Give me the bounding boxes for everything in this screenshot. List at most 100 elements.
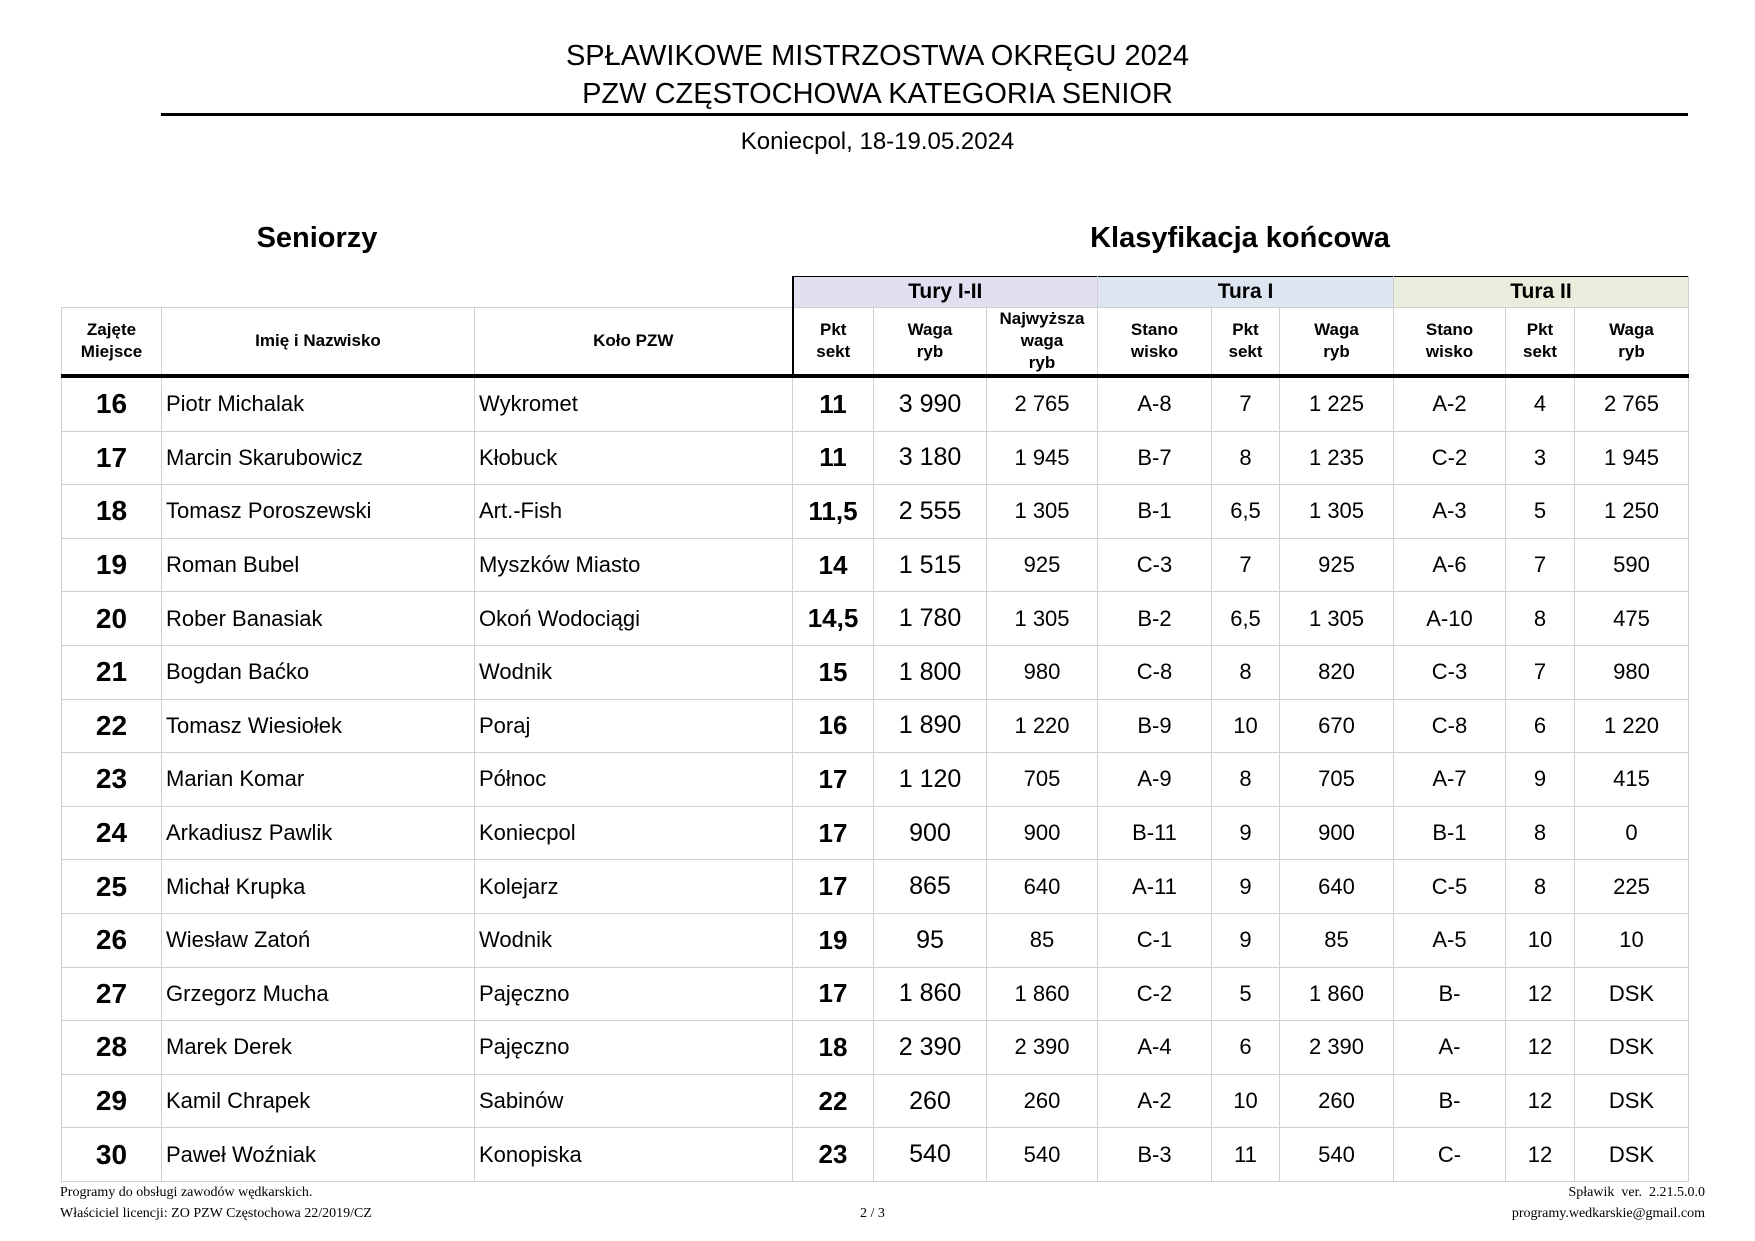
cell-points: 19 xyxy=(792,912,874,968)
cell-stand-1: C-3 xyxy=(1097,537,1212,593)
cell-weight-2: DSK xyxy=(1574,1020,1689,1075)
cell-club: Okoń Wodociągi xyxy=(474,591,793,646)
cell-name: Bogdan Baćko xyxy=(161,644,475,700)
cell-weight-2: 980 xyxy=(1574,644,1689,700)
column-header: Waga ryb xyxy=(873,307,987,378)
cell-stand-2: C- xyxy=(1393,1127,1506,1182)
cell-points-1: 6 xyxy=(1211,1020,1280,1075)
cell-name: Michał Krupka xyxy=(161,859,475,914)
cell-place: 27 xyxy=(61,966,162,1022)
cell-weight-2: 1 220 xyxy=(1574,698,1689,754)
cell-weight: 540 xyxy=(873,1127,987,1182)
cell-weight: 1 780 xyxy=(873,591,987,646)
cell-club: Wodnik xyxy=(474,912,793,968)
cell-place: 16 xyxy=(61,375,162,432)
group-tura1: Tura I xyxy=(1097,276,1394,308)
cell-max-weight: 85 xyxy=(986,912,1098,968)
cell-name: Marek Derek xyxy=(161,1020,475,1075)
section-classification: Klasyfikacja końcowa xyxy=(1090,222,1390,254)
column-header: Imię i Nazwisko xyxy=(161,307,475,378)
cell-points-1: 6,5 xyxy=(1211,591,1280,646)
cell-name: Marcin Skarubowicz xyxy=(161,430,475,486)
cell-points: 18 xyxy=(792,1020,874,1075)
cell-points-1: 9 xyxy=(1211,859,1280,914)
group-tury: Tury I-II xyxy=(791,276,1098,308)
cell-stand-2: A-6 xyxy=(1393,537,1506,593)
cell-weight-1: 540 xyxy=(1279,1127,1394,1182)
cell-points-1: 9 xyxy=(1211,912,1280,968)
cell-place: 26 xyxy=(61,912,162,968)
cell-name: Kamil Chrapek xyxy=(161,1073,475,1129)
cell-weight-1: 670 xyxy=(1279,698,1394,754)
cell-weight: 1 120 xyxy=(873,752,987,807)
cell-weight-1: 1 305 xyxy=(1279,484,1394,539)
cell-points: 17 xyxy=(792,805,874,861)
cell-weight-1: 260 xyxy=(1279,1073,1394,1129)
cell-weight-1: 2 390 xyxy=(1279,1020,1394,1075)
title-line-2: PZW CZĘSTOCHOWA KATEGORIA SENIOR xyxy=(582,78,1173,110)
footer-email: programy.wedkarskie@gmail.com xyxy=(1511,1206,1705,1221)
cell-name: Roman Bubel xyxy=(161,537,475,593)
cell-weight-1: 705 xyxy=(1279,752,1394,807)
cell-weight: 260 xyxy=(873,1073,987,1129)
cell-weight-2: 415 xyxy=(1574,752,1689,807)
cell-place: 21 xyxy=(61,644,162,700)
cell-points-2: 12 xyxy=(1505,1073,1575,1129)
table-row: 27 Grzegorz Mucha Pajęczno 17 1 860 1 860 C-2 5… xyxy=(61,966,1689,1022)
cell-max-weight: 900 xyxy=(986,805,1098,861)
cell-points-2: 4 xyxy=(1505,375,1575,432)
results-table: Tury I-II Tura I Tura II Zajęte Miejsce Im… xyxy=(61,276,1689,1182)
cell-stand-1: B-11 xyxy=(1097,805,1212,861)
title-line-1: SPŁAWIKOWE MISTRZOSTWA OKRĘGU 2024 xyxy=(565,40,1190,72)
cell-name: Tomasz Poroszewski xyxy=(161,484,475,539)
column-header: Pkt sekt xyxy=(1211,307,1280,378)
column-header-row: Zajęte Miejsce Imię i Nazwisko Koło PZW Pkt s… xyxy=(61,307,1689,378)
cell-weight: 1 515 xyxy=(873,537,987,593)
subtitle: Koniecpol, 18-19.05.2024 xyxy=(740,128,1015,155)
cell-points-1: 7 xyxy=(1211,375,1280,432)
cell-weight: 900 xyxy=(873,805,987,861)
cell-stand-2: B-1 xyxy=(1393,805,1506,861)
cell-points: 22 xyxy=(792,1073,874,1129)
cell-weight-1: 640 xyxy=(1279,859,1394,914)
table-row: 18 Tomasz Poroszewski Art.-Fish 11,5 2 555 1 … xyxy=(61,484,1689,539)
cell-points: 14,5 xyxy=(792,591,874,646)
cell-points-1: 10 xyxy=(1211,698,1280,754)
cell-weight-1: 1 225 xyxy=(1279,375,1394,432)
cell-club: Poraj xyxy=(474,698,793,754)
cell-weight-2: DSK xyxy=(1574,1127,1689,1182)
cell-max-weight: 640 xyxy=(986,859,1098,914)
cell-points-1: 8 xyxy=(1211,644,1280,700)
cell-weight-2: 1 250 xyxy=(1574,484,1689,539)
table-row: 16 Piotr Michalak Wykromet 11 3 990 2 765 A-8 7… xyxy=(61,375,1689,432)
cell-name: Wiesław Zatoń xyxy=(161,912,475,968)
column-header: Waga ryb xyxy=(1574,307,1689,378)
cell-place: 30 xyxy=(61,1127,162,1182)
cell-stand-2: A-10 xyxy=(1393,591,1506,646)
cell-points-2: 10 xyxy=(1505,912,1575,968)
cell-place: 17 xyxy=(61,430,162,486)
group-tura2: Tura II xyxy=(1393,276,1689,308)
cell-points-2: 8 xyxy=(1505,805,1575,861)
footer-left: Programy do obsługi zawodów wędkarskich.… xyxy=(60,1182,372,1224)
cell-points: 11 xyxy=(792,375,874,432)
cell-points-1: 11 xyxy=(1211,1127,1280,1182)
cell-points-1: 10 xyxy=(1211,1073,1280,1129)
cell-points-2: 7 xyxy=(1505,537,1575,593)
cell-place: 23 xyxy=(61,752,162,807)
cell-points: 17 xyxy=(792,752,874,807)
footer-license: Właściciel licencji: ZO PZW Częstochowa … xyxy=(60,1206,372,1221)
cell-points-2: 8 xyxy=(1505,591,1575,646)
cell-weight: 2 390 xyxy=(873,1020,987,1075)
cell-name: Arkadiusz Pawlik xyxy=(161,805,475,861)
cell-club: Wodnik xyxy=(474,644,793,700)
cell-stand-1: A-11 xyxy=(1097,859,1212,914)
cell-max-weight: 540 xyxy=(986,1127,1098,1182)
cell-club: Kłobuck xyxy=(474,430,793,486)
cell-points-1: 8 xyxy=(1211,430,1280,486)
cell-weight: 1 890 xyxy=(873,698,987,754)
cell-place: 20 xyxy=(61,591,162,646)
cell-weight-2: 225 xyxy=(1574,859,1689,914)
cell-weight-2: 10 xyxy=(1574,912,1689,968)
cell-max-weight: 1 305 xyxy=(986,484,1098,539)
